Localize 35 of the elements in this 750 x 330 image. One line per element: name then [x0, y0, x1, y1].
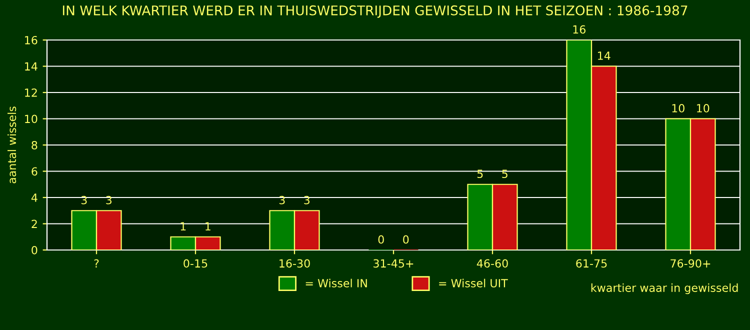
y-tick-label: 8 [32, 140, 38, 150]
data-label: 16 [573, 25, 586, 34]
y-tick-label: 0 [32, 246, 38, 254]
data-label: 3 [81, 196, 87, 204]
data-label: 14 [598, 52, 610, 60]
x-tick-label: 16-30 [280, 259, 310, 268]
data-label: 10 [672, 104, 684, 112]
data-label: 3 [106, 196, 112, 204]
y-tick-label: 4 [31, 194, 38, 202]
x-tick-label: 76-90+ [670, 259, 710, 268]
legend-label: = Wissel IN [306, 278, 367, 288]
chart-title: IN WELK KWARTIER WERD ER IN THUISWEDSTRIJDEN GEWISSELD IN HET SEIZOEN : 1986-1987 [62, 5, 688, 18]
x-axis-title: kwartier waar in gewisseld [591, 283, 738, 294]
legend-label: = Wissel UIT [439, 278, 508, 288]
data-label: 5 [502, 170, 508, 178]
y-tick-label: 10 [25, 114, 38, 124]
data-label: 1 [206, 222, 210, 230]
data-label: 0 [378, 235, 384, 244]
data-label: 10 [697, 104, 710, 112]
y-tick-label: 12 [25, 88, 37, 97]
data-label: 3 [304, 196, 310, 204]
x-tick-label: 61-75 [576, 259, 607, 268]
y-tick-label: 6 [32, 167, 38, 176]
y-tick-label: 14 [25, 62, 38, 70]
data-label: 3 [279, 196, 285, 204]
x-tick-label: 46-60 [476, 259, 508, 268]
data-label: 1 [180, 222, 186, 230]
data-label: 0 [403, 235, 409, 244]
x-tick-label: ? [94, 259, 99, 268]
y-tick-label: 16 [25, 36, 38, 44]
y-axis-title: aantal wissels [8, 106, 16, 184]
data-label: 5 [477, 170, 483, 178]
y-tick-label: 2 [32, 220, 37, 228]
x-tick-label: 0-15 [184, 259, 208, 268]
x-tick-label: 31-45+ [374, 259, 414, 268]
